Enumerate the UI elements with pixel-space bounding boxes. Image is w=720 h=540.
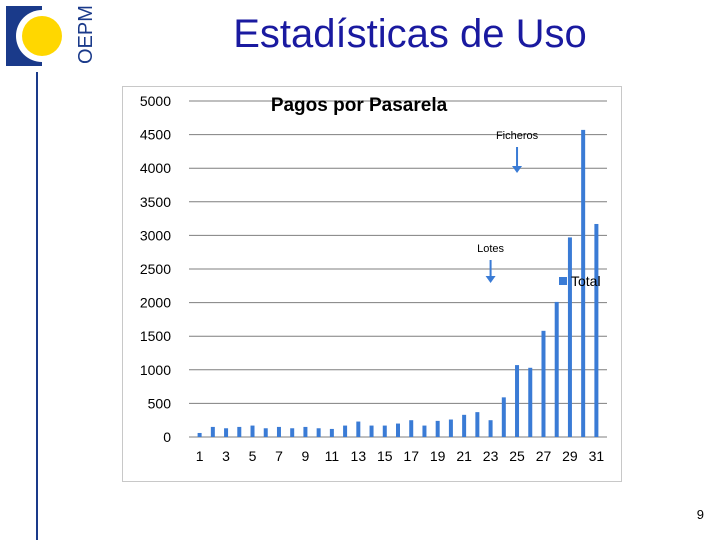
page-number: 9: [696, 507, 704, 522]
side-bar: [0, 72, 38, 540]
bar: [581, 129, 586, 437]
bar: [369, 425, 374, 437]
legend-swatch: [559, 277, 567, 285]
x-tick-label: 13: [351, 448, 367, 464]
oepm-logo: OEPM: [4, 4, 100, 68]
bar: [594, 223, 599, 437]
y-tick-label: 4000: [140, 160, 171, 176]
x-tick-label: 19: [430, 448, 446, 464]
annotation-arrow-head: [485, 276, 496, 283]
y-tick-label: 4500: [140, 127, 171, 143]
bar: [329, 428, 334, 437]
y-tick-label: 1500: [140, 328, 171, 344]
y-tick-label: 3000: [140, 227, 171, 243]
bar: [263, 428, 268, 437]
bar: [528, 367, 533, 437]
bar: [475, 412, 480, 437]
bar: [276, 426, 281, 437]
x-tick-label: 31: [589, 448, 605, 464]
y-tick-label: 0: [163, 429, 171, 445]
chart-title: Pagos por Pasarela: [271, 95, 448, 116]
x-tick-label: 25: [509, 448, 525, 464]
bar: [290, 428, 295, 437]
x-tick-label: 9: [302, 448, 310, 464]
bar: [541, 330, 546, 437]
page-title: Estadísticas de Uso: [233, 12, 587, 56]
y-tick-label: 3500: [140, 194, 171, 210]
x-tick-label: 23: [483, 448, 499, 464]
bar: [197, 432, 202, 437]
bar: [396, 423, 400, 437]
bar: [435, 420, 440, 437]
x-tick-label: 1: [196, 448, 204, 464]
y-tick-label: 500: [148, 395, 172, 411]
bar: [501, 397, 506, 437]
bar: [356, 421, 361, 437]
annotation-label: Ficheros: [496, 130, 539, 142]
y-tick-label: 5000: [140, 93, 171, 109]
chart-frame: 0 500 1000 1500 2000 2500 3000 3500 4000 4500 5000…: [122, 86, 622, 482]
x-tick-label: 7: [275, 448, 283, 464]
bar: [422, 425, 427, 437]
legend-label: Total: [571, 273, 601, 289]
bar: [448, 419, 453, 437]
bar: [316, 428, 321, 437]
logo-text: OEPM: [75, 5, 97, 64]
y-tick-label: 2000: [140, 295, 171, 311]
y-tick-label: 1000: [140, 362, 171, 378]
bar: [343, 425, 348, 437]
x-tick-label: 27: [536, 448, 552, 464]
x-tick-label: 21: [456, 448, 472, 464]
bar: [567, 237, 572, 437]
bar: [462, 414, 467, 437]
y-tick-label: 2500: [140, 261, 171, 277]
x-tick-label: 11: [325, 448, 340, 464]
bar: [488, 420, 493, 437]
bar: [303, 426, 308, 437]
bar: [237, 426, 242, 437]
x-tick-label: 5: [249, 448, 257, 464]
bar: [554, 301, 559, 437]
x-tick-label: 15: [377, 448, 393, 464]
bar: [250, 425, 255, 437]
x-tick-label: 3: [222, 448, 230, 464]
annotation-label: Lotes: [477, 243, 504, 255]
bar: [224, 428, 229, 437]
bar-chart: 0 500 1000 1500 2000 2500 3000 3500 4000 4500 5000…: [140, 93, 607, 464]
x-tick-label: 17: [403, 448, 419, 464]
bar: [382, 425, 387, 437]
bar: [409, 420, 414, 437]
bar: [515, 365, 520, 437]
annotation-arrow-head: [512, 166, 523, 173]
x-tick-label: 29: [562, 448, 578, 464]
bar: [210, 426, 215, 437]
